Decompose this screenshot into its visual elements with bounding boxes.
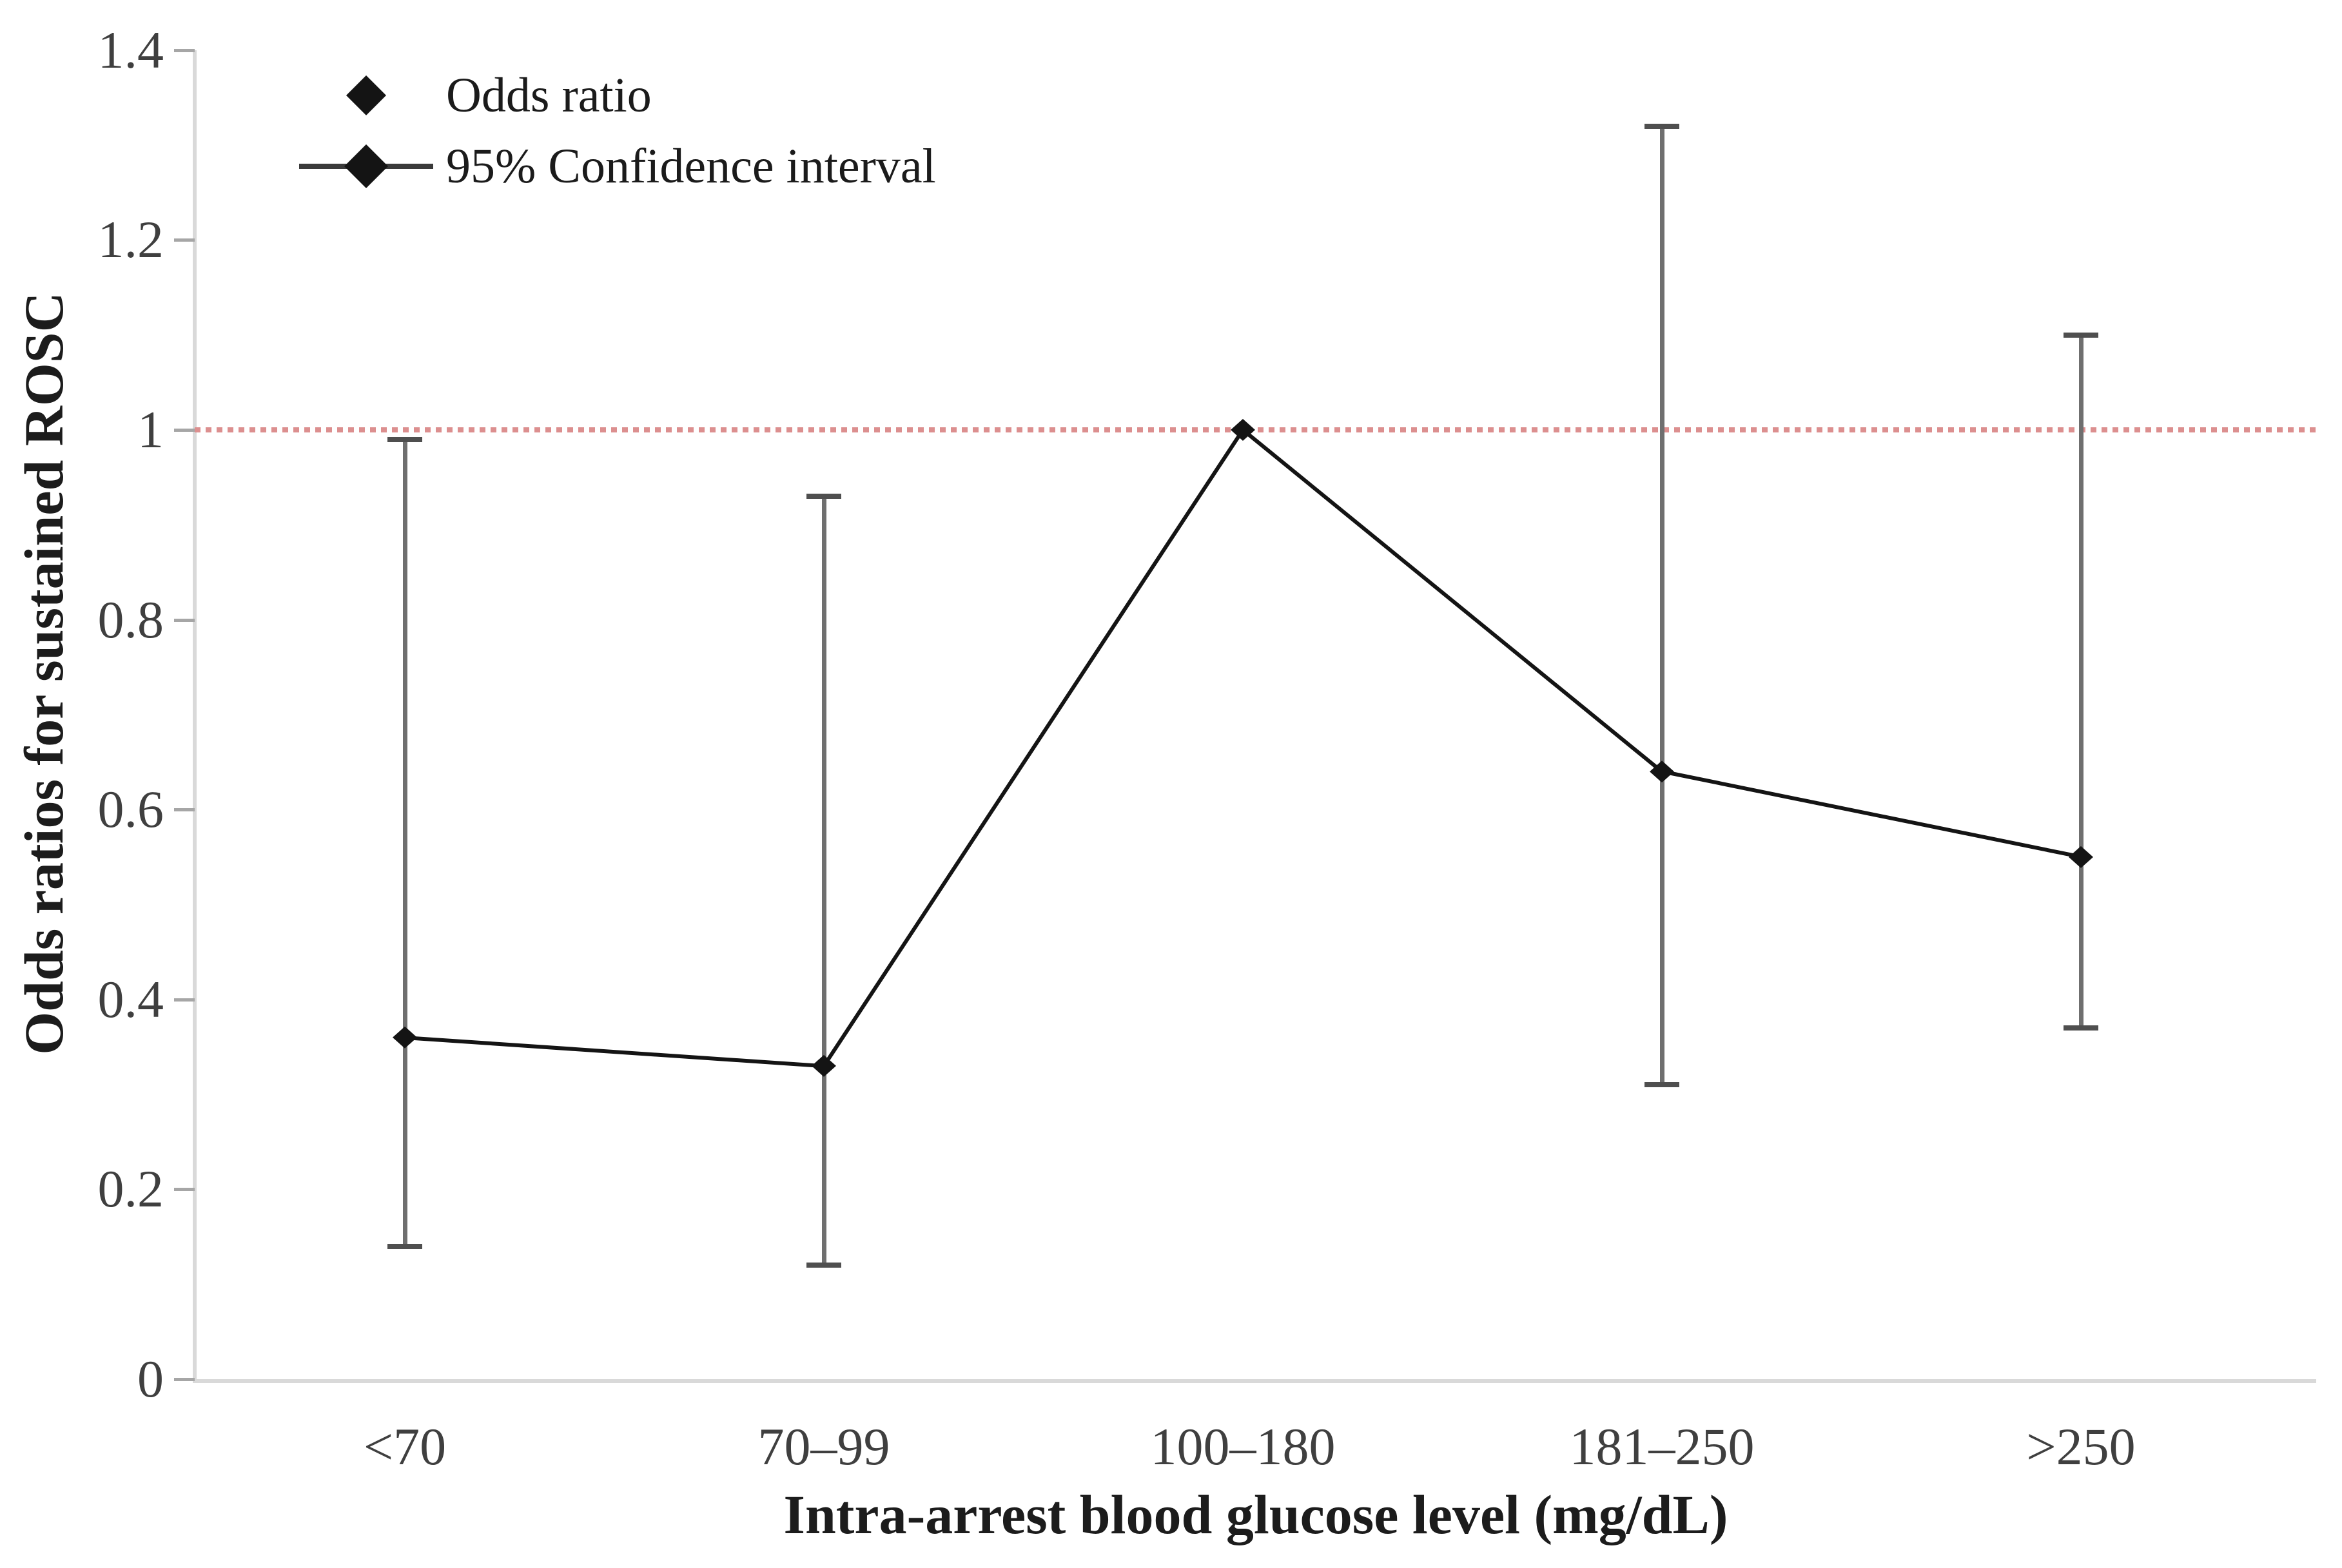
data-point-diamond [812,1054,836,1077]
series-line-segment [404,1035,825,1068]
y-tick [174,1378,195,1381]
data-point-diamond [2069,846,2093,868]
x-axis-title: Intra-arrest blood glucose level (mg/dL) [783,1484,1728,1545]
y-axis-line [193,50,197,1379]
y-tick [174,808,195,812]
error-bar-cap [2064,1025,2098,1031]
error-bar [402,439,407,1246]
y-tick [174,1188,195,1192]
error-bar-cap [806,1263,841,1268]
x-tick-label: 181–250 [1569,1417,1755,1476]
x-tick-label: 70–99 [757,1417,890,1476]
error-bar-cap [1644,123,1679,129]
y-tick-label: 0.8 [97,590,164,649]
series-line-segment [1661,769,2082,859]
x-axis-line [193,1379,2316,1383]
data-point-diamond [393,1026,417,1049]
y-tick-label: 0.2 [97,1159,164,1219]
error-bar [1659,126,1664,1085]
error-bar-cap [1644,1082,1679,1088]
y-tick [174,429,195,432]
x-tick-label: <70 [363,1417,447,1476]
error-bar-cap [387,436,422,442]
legend-label-odds-ratio: Odds ratio [446,68,652,122]
reference-line [195,427,2316,432]
series-line-segment [822,429,1245,1067]
y-tick-label: 1.4 [97,20,164,79]
odds-ratio-diamond-icon [346,75,386,115]
y-tick [174,238,195,242]
y-tick [174,618,195,622]
error-bar-cap [806,494,841,499]
y-tick-label: 0.6 [97,780,164,839]
legend-label-confidence-interval: 95% Confidence interval [446,139,936,193]
y-tick-label: 0.4 [97,969,164,1029]
y-tick [174,48,195,52]
x-tick-label: 100–180 [1150,1417,1336,1476]
error-bar-cap [387,1243,422,1249]
error-bar [821,496,826,1266]
x-tick-label: >250 [2026,1417,2136,1476]
error-bar [2078,334,2083,1028]
y-tick-label: 0 [137,1350,164,1408]
confidence-interval-diamond-icon [344,144,388,188]
error-bar-cap [2064,332,2098,338]
series-line-segment [1242,428,1663,773]
y-tick [174,998,195,1002]
y-tick-label: 1.2 [97,210,164,269]
y-tick-label: 1 [137,400,164,459]
